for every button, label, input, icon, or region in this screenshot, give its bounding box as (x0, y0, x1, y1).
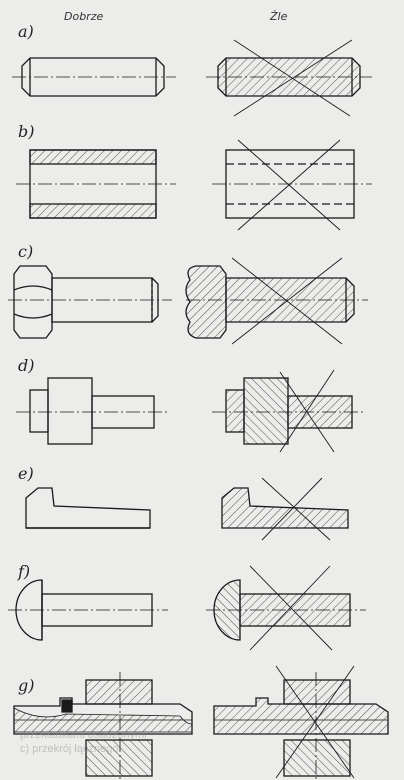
figure-g-bad (213, 665, 389, 780)
row-label-c: c) (18, 242, 34, 261)
figure-a-bad (206, 39, 372, 117)
figure-d-good (16, 377, 168, 445)
figure-f-good (8, 579, 168, 641)
figure-d-bad (212, 369, 366, 453)
row-label-f: f) (18, 562, 31, 581)
column-header-good: Dobrze (64, 10, 104, 23)
row-label-a: a) (18, 22, 34, 41)
figure-e-bad (221, 477, 349, 541)
column-header-bad: Źle (270, 10, 288, 23)
figure-e-good (25, 487, 151, 529)
bleed-line-1: przekładkami osadzonymi (20, 729, 147, 741)
figure-c-good (8, 265, 172, 339)
figure-f-bad (206, 565, 366, 651)
row-label-b: b) (18, 122, 35, 141)
figure-b-good (16, 149, 176, 219)
bleed-through-text: przekładkami osadzonymi c) przekrój łącz… (20, 728, 147, 756)
row-label-d: d) (18, 356, 35, 375)
figure-c-bad (185, 257, 368, 345)
figure-a-good (12, 57, 176, 97)
bleed-line-2: c) przekrój łącznego (20, 743, 119, 755)
figure-b-bad (212, 139, 372, 231)
row-label-g: g) (18, 676, 35, 695)
row-label-e: e) (18, 464, 34, 483)
figure-g-good (13, 672, 193, 780)
